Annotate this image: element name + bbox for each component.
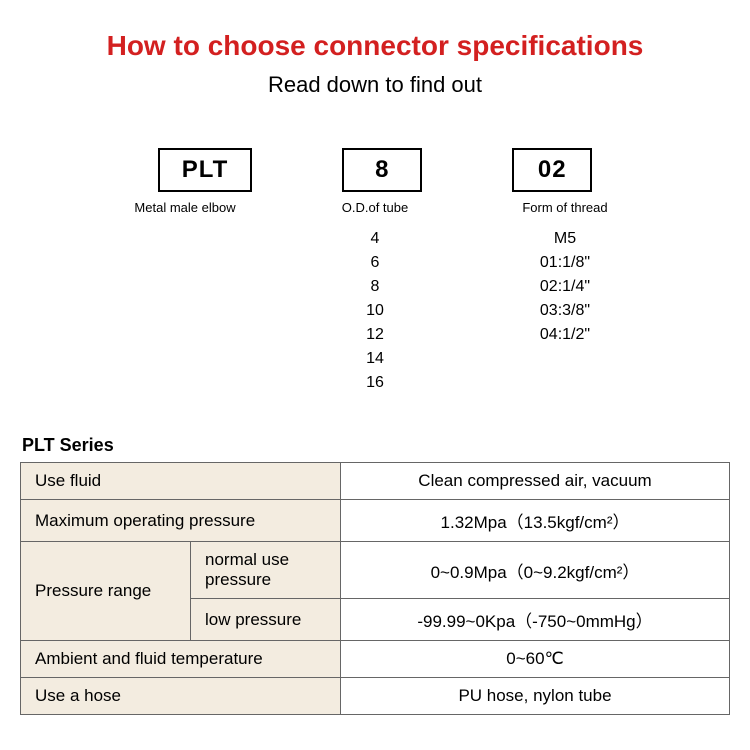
options-col-0: [120, 227, 250, 395]
code-box-2: 02: [512, 148, 592, 192]
option-value: 12: [310, 323, 440, 347]
code-options-row: 46810121416 M501:1/8"02:1/4"03:3/8"04:1/…: [20, 227, 730, 395]
code-label-1: O.D.of tube: [310, 200, 440, 215]
option-value: 16: [310, 371, 440, 395]
spec-table: Use fluid Clean compressed air, vacuum M…: [20, 462, 730, 715]
spec-label: Pressure range: [21, 542, 191, 641]
option-value: 8: [310, 275, 440, 299]
table-row: Ambient and fluid temperature 0~60℃: [21, 641, 730, 678]
page-title: How to choose connector specifications: [20, 30, 730, 62]
spec-label: Ambient and fluid temperature: [21, 641, 341, 678]
series-title: PLT Series: [22, 435, 730, 456]
option-value: 01:1/8": [500, 251, 630, 275]
code-box-row: PLT 8 02: [20, 148, 730, 192]
option-value: 04:1/2": [500, 323, 630, 347]
code-box-0: PLT: [158, 148, 253, 192]
code-label-2: Form of thread: [500, 200, 630, 215]
option-value: 4: [310, 227, 440, 251]
options-col-2: M501:1/8"02:1/4"03:3/8"04:1/2": [500, 227, 630, 395]
table-row: Pressure range normal use pressure 0~0.9…: [21, 542, 730, 599]
option-value: 02:1/4": [500, 275, 630, 299]
option-value: M5: [500, 227, 630, 251]
option-value: 6: [310, 251, 440, 275]
spec-value: PU hose, nylon tube: [341, 678, 730, 715]
spec-value: 0~60℃: [341, 641, 730, 678]
code-box-1: 8: [342, 148, 422, 192]
spec-value: -99.99~0Kpa（-750~0mmHg）: [341, 599, 730, 641]
table-row: Use a hose PU hose, nylon tube: [21, 678, 730, 715]
spec-label: Maximum operating pressure: [21, 500, 341, 542]
spec-sublabel: low pressure: [191, 599, 341, 641]
option-value: 03:3/8": [500, 299, 630, 323]
options-col-1: 46810121416: [310, 227, 440, 395]
option-value: 14: [310, 347, 440, 371]
spec-value: Clean compressed air, vacuum: [341, 463, 730, 500]
spec-value: 1.32Mpa（13.5kgf/cm²）: [341, 500, 730, 542]
table-row: Maximum operating pressure 1.32Mpa（13.5k…: [21, 500, 730, 542]
page-subtitle: Read down to find out: [20, 72, 730, 98]
spec-sublabel: normal use pressure: [191, 542, 341, 599]
option-value: 10: [310, 299, 440, 323]
code-label-0: Metal male elbow: [120, 200, 250, 215]
code-label-row: Metal male elbow O.D.of tube Form of thr…: [20, 200, 730, 215]
spec-label: Use a hose: [21, 678, 341, 715]
spec-value: 0~0.9Mpa（0~9.2kgf/cm²）: [341, 542, 730, 599]
table-row: Use fluid Clean compressed air, vacuum: [21, 463, 730, 500]
spec-label: Use fluid: [21, 463, 341, 500]
